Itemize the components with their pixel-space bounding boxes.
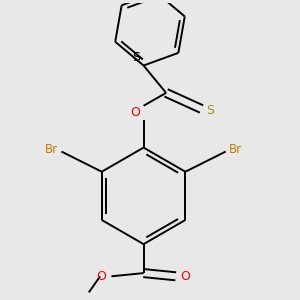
Text: O: O [181, 270, 190, 283]
Text: S: S [206, 104, 214, 117]
Text: S: S [132, 51, 140, 64]
Text: Br: Br [229, 143, 242, 157]
Text: O: O [97, 270, 106, 283]
Text: O: O [130, 106, 140, 119]
Text: Br: Br [45, 143, 58, 157]
